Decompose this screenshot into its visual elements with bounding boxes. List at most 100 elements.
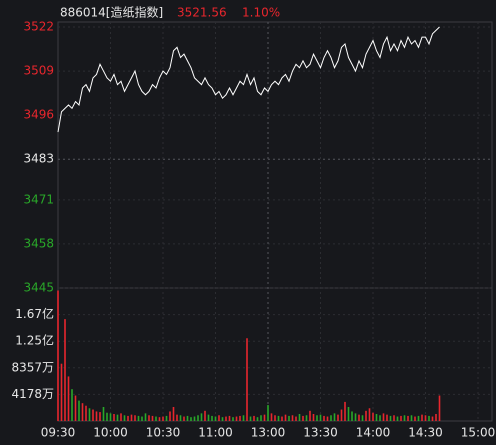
volume-bar: [309, 410, 311, 421]
volume-bar: [417, 415, 420, 421]
volume-bar: [424, 415, 427, 421]
volume-bar: [256, 417, 259, 421]
volume-bar: [60, 363, 63, 421]
volume-bar: [354, 413, 357, 421]
volume-bar: [162, 416, 164, 421]
volume-bar: [235, 416, 238, 421]
volume-bar: [389, 415, 392, 421]
volume-bar: [106, 412, 108, 421]
y2-tick-label: 1.67亿: [15, 306, 54, 321]
volume-bar: [211, 415, 213, 421]
volume-bar: [281, 416, 283, 421]
x-tick-label: 14:00: [356, 426, 391, 440]
x-tick-label: 11:00: [198, 426, 233, 440]
volume-bar: [365, 410, 367, 421]
y2-tick-label: 4178万: [11, 387, 54, 401]
volume-bar: [333, 413, 336, 421]
volume-bar: [337, 414, 339, 421]
x-tick-label: 10:30: [146, 426, 181, 440]
volume-bar: [113, 413, 115, 421]
volume-bar: [274, 415, 276, 421]
volume-bar: [410, 415, 413, 421]
y2-tick-label: 8357万: [11, 360, 54, 374]
volume-bar: [291, 415, 294, 421]
volume-bar: [319, 414, 322, 421]
x-tick-label: 09:30: [41, 426, 76, 440]
volume-bar: [67, 376, 70, 421]
volume-bar: [263, 414, 266, 421]
change: 1.10%: [242, 6, 280, 20]
volume-bar: [295, 416, 297, 421]
volume-bar: [435, 413, 437, 421]
volume-bar: [361, 415, 364, 421]
price-line: [57, 26, 440, 133]
volume-bar: [109, 413, 112, 421]
volume-bar: [270, 413, 273, 421]
volume-bar: [99, 412, 101, 421]
x-tick-label: 15:00: [461, 426, 496, 440]
volume-bar: [141, 416, 143, 421]
volume-bar: [78, 400, 80, 421]
x-tick-label: 13:30: [303, 426, 338, 440]
volume-bar: [267, 405, 269, 421]
volume-bar: [260, 415, 262, 421]
volume-bar: [239, 415, 241, 421]
volume-bar: [218, 415, 220, 421]
volume-bar: [284, 414, 287, 421]
volume-bar: [428, 415, 430, 421]
volume-bar: [305, 415, 308, 421]
volume-bar: [127, 415, 129, 421]
volume-bar: [81, 403, 84, 421]
volume-bar: [351, 411, 353, 421]
volume-bar: [130, 414, 133, 421]
volume-bar: [134, 415, 136, 421]
volume-bar: [92, 409, 94, 421]
volume-bar: [316, 415, 318, 421]
y-tick-label: 3509: [23, 64, 54, 78]
volume-bar: [249, 416, 252, 421]
volume-bar: [326, 416, 329, 421]
volume-bar: [242, 415, 245, 421]
y-tick-label: 3483: [23, 152, 54, 166]
volume-bar: [379, 415, 381, 421]
volume-bar: [431, 416, 434, 421]
volume-bar: [386, 414, 388, 421]
volume-bar: [375, 413, 378, 421]
volume-bar: [172, 406, 175, 421]
volume-bar: [204, 410, 206, 421]
volume-bar: [64, 319, 66, 421]
volume-bar: [347, 406, 350, 421]
y-tick-label: 3445: [23, 281, 54, 295]
volume-bar: [340, 409, 343, 421]
volume-bar: [165, 415, 168, 421]
volume-bar: [186, 415, 189, 421]
volume-bar: [123, 415, 126, 421]
volume-bar: [225, 416, 227, 421]
volume-bar: [312, 413, 315, 421]
x-tick-label: 14:30: [408, 426, 443, 440]
volume-bar: [253, 415, 255, 421]
volume-bar: [438, 395, 441, 421]
volume-bar: [71, 389, 73, 421]
y-tick-label: 3496: [23, 108, 54, 122]
volume-bar: [393, 415, 395, 421]
volume-bar: [88, 408, 91, 421]
volume-bar: [197, 415, 199, 421]
volume-bar: [85, 405, 87, 421]
y2-tick-label: 1.25亿: [15, 333, 54, 348]
volume-bar: [246, 338, 248, 421]
volume-bar: [421, 414, 423, 421]
volume-bar: [403, 415, 406, 421]
volume-bar: [400, 415, 402, 421]
volume-bar: [183, 416, 185, 421]
volume-bar: [137, 415, 140, 421]
volume-bar: [155, 416, 157, 421]
chart-title: 886014[造纸指数]: [60, 5, 163, 20]
volume-bar: [298, 413, 301, 421]
volume-bar: [190, 417, 192, 421]
volume-bar: [74, 395, 77, 421]
volume-bar: [169, 411, 171, 421]
volume-bar: [288, 415, 290, 421]
volume-bar: [95, 411, 98, 421]
